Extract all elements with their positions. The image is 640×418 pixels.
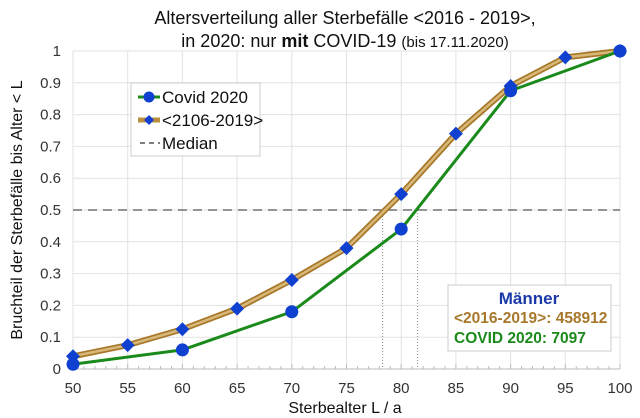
x-axis-label: Sterbealter L / a — [288, 400, 401, 417]
series-2016-2019-point — [175, 322, 190, 337]
series-covid-point — [66, 357, 80, 371]
y-tick-label: 0.8 — [40, 107, 61, 124]
x-tick-label: 75 — [338, 380, 355, 397]
x-tick-label: 50 — [65, 380, 82, 397]
x-tick-label: 65 — [229, 380, 246, 397]
x-tick-label: 85 — [448, 380, 465, 397]
chart-title-line1: Altersverteilung aller Sterbefälle <2016… — [154, 8, 535, 28]
y-ticks: 0 0.1 0.2 0.3 0.4 0.5 0.6 0.7 0.8 0.9 1 — [40, 43, 61, 378]
series-covid-line — [72, 49, 621, 366]
x-tick-label: 70 — [283, 380, 300, 397]
y-tick-label: 0.9 — [40, 75, 61, 92]
x-tick-label: 100 — [607, 380, 632, 397]
series-2016-2019-point — [339, 241, 354, 256]
title-part-b: COVID-19 — [308, 31, 401, 51]
legend-2016-label: <2106-2019> — [162, 111, 263, 130]
series-2016-2019-point — [448, 126, 463, 141]
x-tick-label: 90 — [502, 380, 519, 397]
x-ticks: 50 55 60 65 70 75 80 85 90 95 100 — [65, 380, 633, 397]
legend-median-label: Median — [162, 134, 218, 153]
legend-2016-marker — [144, 115, 154, 125]
series-2016-2019-point — [230, 301, 245, 316]
y-tick-label: 0.1 — [40, 329, 61, 346]
legend: Covid 2020 <2106-2019> Median — [130, 82, 263, 157]
y-tick-label: 0.3 — [40, 266, 61, 283]
series-covid-point — [394, 222, 408, 236]
title-part-c: (bis 17.11.2020) — [401, 34, 508, 51]
chart-title-line2: in 2020: nur mit COVID-19 (bis 17.11.202… — [181, 31, 508, 51]
annotation-box: Männer <2016-2019>: 458912 COVID 2020: 7… — [447, 284, 612, 352]
y-tick-label: 0.2 — [40, 297, 61, 314]
median-lines — [73, 209, 620, 369]
series-covid-point — [613, 44, 627, 58]
annotation-line2: COVID 2020: 7097 — [454, 330, 586, 347]
title-part-a: in 2020: nur — [181, 31, 281, 51]
annotation-line1: <2016-2019>: 458912 — [454, 310, 607, 327]
series-covid-point — [285, 305, 299, 319]
y-tick-label: 1 — [53, 43, 61, 60]
series-group — [66, 44, 627, 371]
series-2016-2019-point — [394, 187, 409, 202]
legend-covid-label: Covid 2020 — [162, 88, 248, 107]
annotation-frame — [447, 284, 612, 352]
x-tick-label: 80 — [393, 380, 410, 397]
annotation-heading: Männer — [499, 289, 560, 308]
y-tick-label: 0.7 — [40, 138, 61, 155]
x-tick-label: 60 — [174, 380, 191, 397]
series-covid-point — [175, 343, 189, 357]
x-tick-label: 95 — [557, 380, 574, 397]
series-2016-2019-point — [120, 338, 135, 353]
series-covid-point — [504, 84, 518, 98]
series-2016-2019-point — [558, 50, 573, 65]
x-tick-label: 55 — [119, 380, 136, 397]
y-tick-label: 0.4 — [40, 234, 61, 251]
y-tick-label: 0.6 — [40, 170, 61, 187]
legend-covid-marker — [143, 91, 155, 103]
y-axis-label: Bruchteil der Sterbefälle bis Alter < L — [9, 80, 26, 339]
y-tick-label: 0 — [53, 361, 61, 378]
series-2016-2019-point — [284, 272, 299, 287]
title-part-bold: mit — [281, 31, 308, 51]
y-tick-label: 0.5 — [40, 202, 61, 219]
